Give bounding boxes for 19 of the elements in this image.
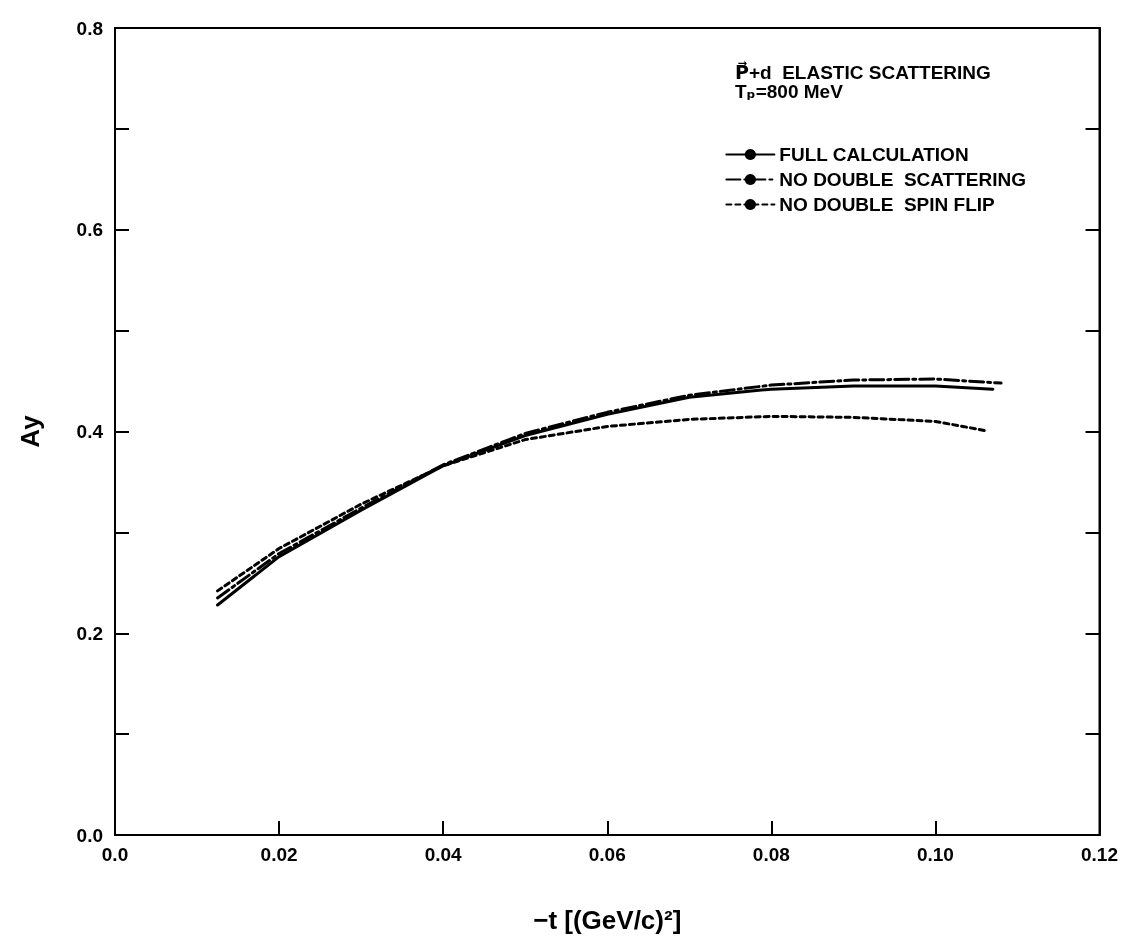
y-tick-label: 0.0 [76,824,103,846]
y-tick-label: 0.4 [76,421,104,442]
x-axis-title: −t [(GeV/c)²] [533,905,682,935]
x-tick-label: 0.08 [752,844,790,865]
x-tick-label: 0.02 [260,844,298,865]
x-tick-label: 0.06 [588,844,626,865]
legend-label: NO DOUBLE SCATTERING [779,169,1027,190]
y-tick-label: 0.8 [76,17,103,39]
legend-label: FULL CALCULATION [779,144,969,165]
x-tick-label: 0.12 [1081,844,1118,865]
x-tick-label: 0.10 [916,844,954,865]
y-axis-title: Ay [15,414,45,448]
y-tick-label: 0.6 [76,219,103,241]
x-tick-label: 0.04 [424,844,463,865]
x-tick-label: 0.0 [101,844,129,865]
text: Tₚ=800 MeV [735,81,844,102]
legend-label: NO DOUBLE SPIN FLIP [779,194,996,215]
text: P⃗+d ELASTIC SCATTERING [735,60,991,83]
y-tick-label: 0.2 [76,622,103,644]
